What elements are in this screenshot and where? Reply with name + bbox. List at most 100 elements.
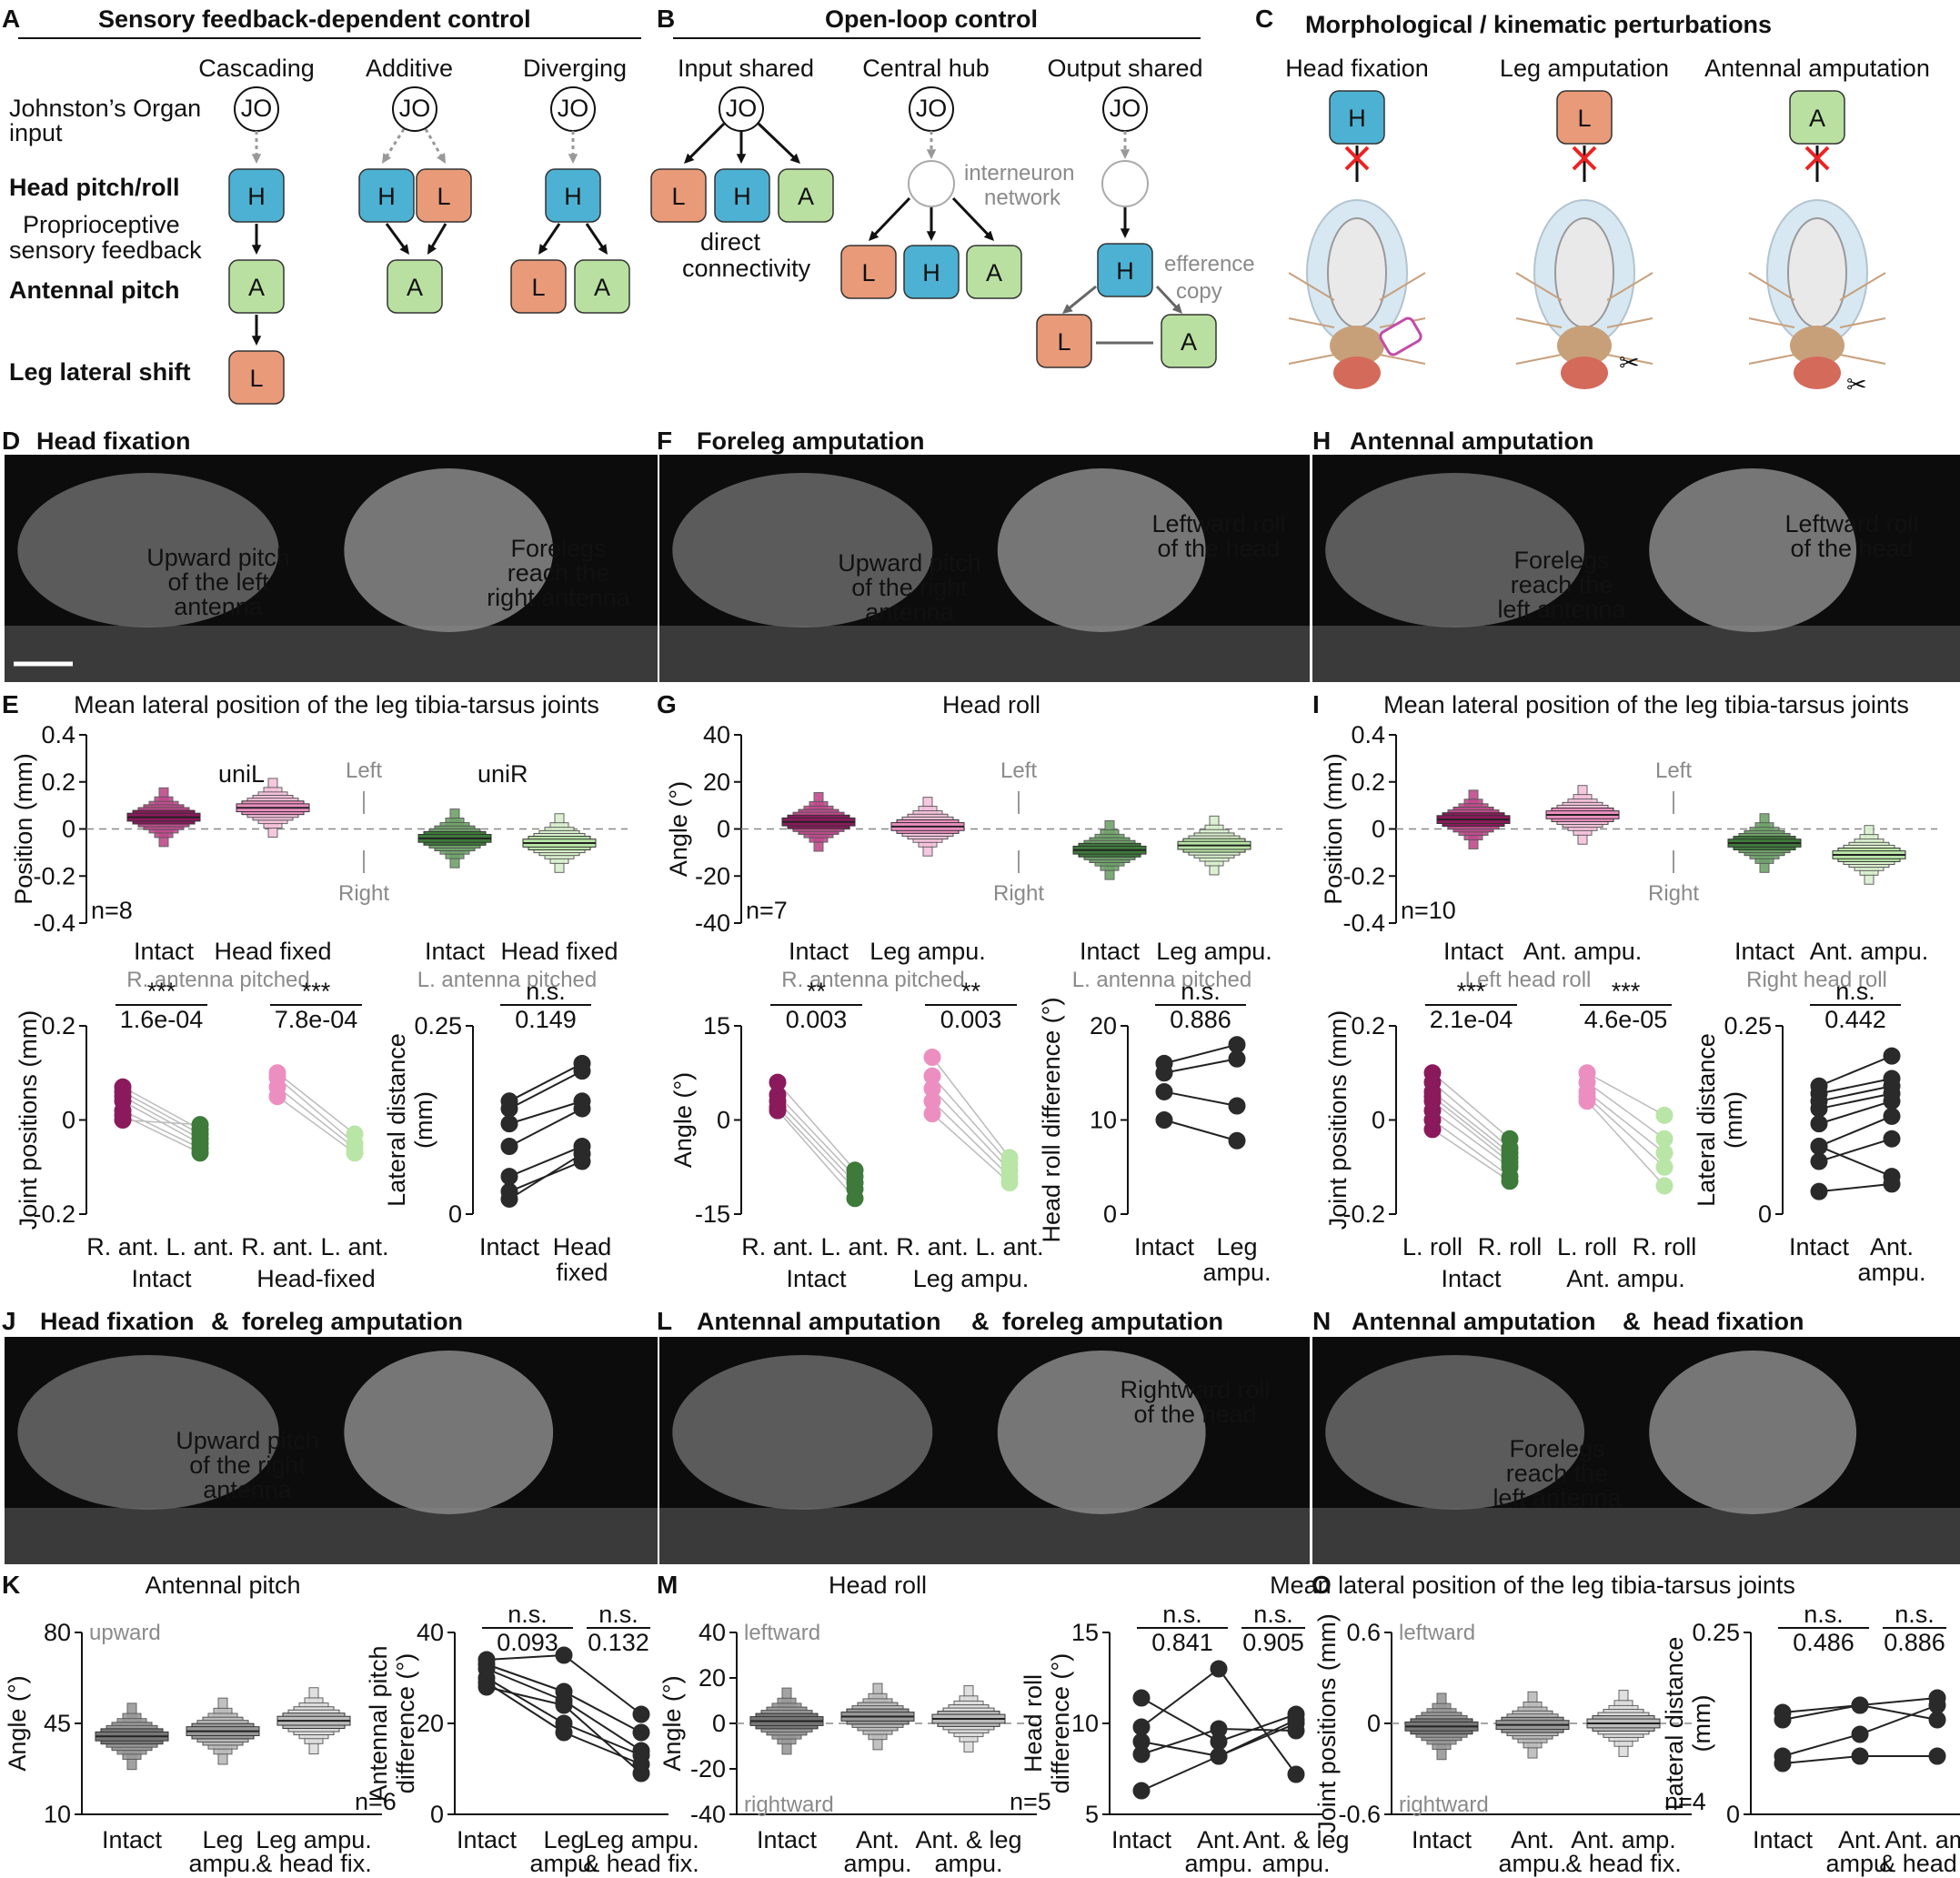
scissors-icon: ✂ xyxy=(1619,349,1640,377)
dist-point xyxy=(1883,1047,1901,1065)
b3-leg-label: L xyxy=(1057,328,1070,356)
arrow xyxy=(688,122,726,160)
xt-dist-K-1: Leg xyxy=(543,1826,584,1853)
dist-line xyxy=(1163,1043,1238,1065)
ax-K-ticklabel: 80 xyxy=(44,1619,71,1646)
dist-line xyxy=(1859,1704,1938,1735)
dist-point xyxy=(555,1646,573,1664)
row-leg: Leg lateral shift xyxy=(9,358,191,386)
pair-point xyxy=(769,1101,787,1120)
pair-line xyxy=(777,1081,856,1171)
dist-point xyxy=(1132,1745,1151,1763)
ax-I-ticklabel: 0.4 xyxy=(1351,721,1385,748)
ax-O-dist-ylabel: Lateral distance xyxy=(1661,1637,1688,1811)
xt-dist-O-1: Ant. xyxy=(1838,1826,1882,1853)
xt-dist-O-0: Intact xyxy=(1753,1826,1814,1853)
xt-pair-G-3: L. ant. xyxy=(975,1233,1043,1260)
ann-h-roll-1: of the head xyxy=(1790,535,1913,562)
photo-d-fly-front xyxy=(344,468,554,632)
dist-line xyxy=(486,1668,565,1702)
dir-top: upward xyxy=(89,1621,161,1645)
panel-b-title: Open-loop control xyxy=(825,5,1038,33)
sig-M-0-p: 0.841 xyxy=(1151,1629,1213,1656)
pair-line xyxy=(276,1072,356,1135)
arrow-head xyxy=(1120,149,1131,159)
pair-line xyxy=(1586,1072,1665,1116)
ann-h-legs-1: reach the xyxy=(1511,571,1613,598)
xt-E-2: Intact xyxy=(425,938,486,965)
pair-point xyxy=(191,1116,209,1134)
dist-point xyxy=(1228,1049,1246,1068)
panel-letter: L xyxy=(657,1307,672,1335)
note-efference: efference xyxy=(1164,252,1255,276)
ax-E-pair-ticklabel: 0.2 xyxy=(41,1012,75,1039)
blocked-x xyxy=(1572,146,1597,171)
dist-line xyxy=(486,1677,565,1724)
dist-point xyxy=(573,1062,591,1080)
pair-line xyxy=(1586,1100,1665,1187)
xt-dist-I-2: ampu. xyxy=(1857,1259,1925,1286)
grp-I-0: Left head roll xyxy=(1465,968,1592,992)
arrow xyxy=(429,223,447,249)
dist-line xyxy=(1141,1741,1220,1757)
pair-line xyxy=(122,1090,201,1135)
row-head: Head pitch/roll xyxy=(9,174,180,201)
pair-point xyxy=(846,1190,864,1208)
dist-point xyxy=(1883,1130,1901,1148)
ax-G-dist-ticklabel: 20 xyxy=(1090,1012,1117,1039)
dist-point xyxy=(1810,1100,1828,1118)
dist-point xyxy=(1210,1747,1228,1765)
xt-M-1: Ant. xyxy=(856,1826,900,1853)
ax-M-dist-ticklabel: 15 xyxy=(1071,1619,1099,1646)
sig-M-1-p: 0.905 xyxy=(1242,1629,1304,1656)
dist-line xyxy=(508,1100,583,1125)
panel-n-title2: head fixation xyxy=(1653,1308,1804,1335)
jo-label: JO xyxy=(558,95,589,122)
ax-G-ticklabel: 20 xyxy=(703,768,730,796)
ax-E-ticklabel: 0.2 xyxy=(41,768,75,796)
ann-h-roll-0: Leftward roll xyxy=(1784,510,1918,537)
pair-point xyxy=(1655,1158,1674,1176)
grp-pair-I-1: Ant. ampu. xyxy=(1566,1265,1685,1292)
pair-point xyxy=(346,1144,364,1162)
xt-pair-I-0: L. roll xyxy=(1402,1233,1462,1260)
pair-point xyxy=(191,1144,209,1162)
xt-E-3: Head fixed xyxy=(500,938,618,965)
xt-O-1: Ant. xyxy=(1511,1826,1554,1853)
dist-line xyxy=(563,1704,642,1774)
b2-leg xyxy=(840,245,897,299)
pair-line xyxy=(931,1100,1010,1178)
fly-leg-icon xyxy=(1288,317,1335,328)
dist-line xyxy=(1218,1722,1297,1757)
dist-point xyxy=(500,1168,518,1186)
photo-l-ground xyxy=(659,1508,1310,1564)
photo-f-ground xyxy=(659,626,1310,682)
fly-body-icon xyxy=(1327,217,1387,328)
sig-O-0-sig: n.s. xyxy=(1804,1601,1844,1628)
sig-K-0-p: 0.093 xyxy=(497,1629,558,1656)
arrow-head xyxy=(684,153,695,164)
ax-K-dist-ylabel: Antennal pitch xyxy=(365,1645,392,1801)
fly-leg-icon xyxy=(1288,272,1335,301)
dist-point xyxy=(500,1190,518,1208)
ann-h-legs-0: Forelegs xyxy=(1513,547,1609,574)
ax-I-dist-ticklabel: 0 xyxy=(1758,1200,1772,1228)
ax-E-pair-ticklabel: -0.2 xyxy=(33,1200,75,1228)
panel-letter: D xyxy=(2,427,20,455)
dist-line xyxy=(1818,1138,1893,1162)
dist-line xyxy=(508,1062,583,1102)
photo-l-fly-front xyxy=(997,1351,1206,1514)
ax-O-ylabel: Joint positions (mm) xyxy=(1313,1613,1341,1833)
ann-n-legs-1: reach the xyxy=(1506,1460,1609,1487)
jo-label: JO xyxy=(241,95,273,122)
arrow xyxy=(385,223,407,250)
xt-dist-E-2: fixed xyxy=(556,1259,608,1286)
photo-l-fly-side xyxy=(672,1355,933,1510)
legend-uniR: uniR xyxy=(477,760,528,788)
dir-top: leftward xyxy=(1399,1621,1475,1645)
dist-line xyxy=(486,1663,565,1692)
pair-point xyxy=(923,1105,941,1123)
ax-I-pair-ylabel: Joint positions (mm) xyxy=(1324,1010,1352,1230)
dist-line xyxy=(1141,1728,1220,1755)
xt-pair-I-1: R. roll xyxy=(1478,1233,1543,1260)
